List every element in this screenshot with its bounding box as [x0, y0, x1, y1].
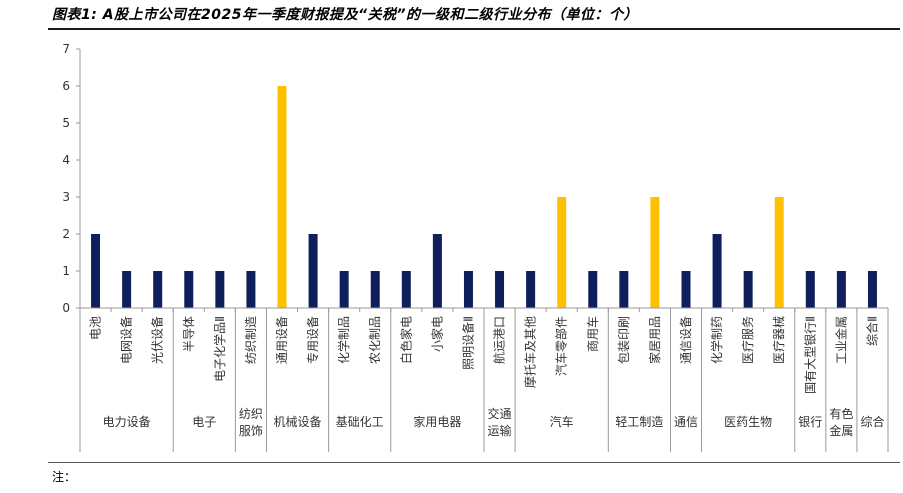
- x-category-label: 汽车零部件: [554, 316, 569, 376]
- bar: [401, 271, 411, 308]
- bar: [681, 271, 691, 308]
- x-category-label: 工业金属: [833, 316, 848, 364]
- x-group-label: 综合: [860, 414, 884, 429]
- x-category-label: 白色家电: [398, 316, 413, 364]
- x-category-label: 医疗服务: [740, 316, 755, 364]
- y-tick-label: 6: [62, 79, 70, 93]
- x-category-label: 化学制品: [336, 316, 351, 364]
- x-category-label: 医疗器械: [771, 316, 786, 364]
- x-group-label: 轻工制造: [615, 415, 663, 429]
- x-category-label: 家居用品: [647, 316, 662, 364]
- bar: [588, 271, 598, 308]
- bar: [774, 197, 784, 308]
- x-group-label: 纺织服饰: [239, 407, 263, 438]
- bars: [91, 86, 877, 308]
- x-category-label: 航运港口: [492, 316, 507, 364]
- bar: [495, 271, 505, 308]
- x-category-label: 包装印刷: [617, 316, 631, 364]
- x-group-label: 家用电器: [413, 414, 461, 429]
- bar: [246, 271, 256, 308]
- bar: [650, 197, 660, 308]
- x-category-label: 光伏设备: [151, 316, 165, 364]
- bar: [215, 271, 225, 308]
- title-divider: [48, 28, 900, 30]
- y-tick-label: 3: [62, 190, 70, 204]
- x-group-label: 交通运输: [488, 406, 512, 438]
- x-category-label: 通用设备: [275, 316, 289, 364]
- bar: [867, 271, 877, 308]
- bar: [370, 271, 380, 308]
- x-group-label: 机械设备: [274, 414, 322, 429]
- footer-divider: [48, 462, 900, 463]
- x-category-label: 专用设备: [305, 316, 320, 364]
- bar: [526, 271, 536, 308]
- x-category-label: 照明设备Ⅱ: [461, 316, 475, 370]
- x-category-label: 小家电: [429, 316, 444, 352]
- bar: [619, 271, 629, 308]
- x-group-label: 银行: [798, 415, 822, 429]
- y-tick-label: 7: [62, 42, 70, 56]
- y-tick-label: 5: [62, 116, 70, 130]
- y-tick-label: 4: [62, 153, 70, 167]
- x-category-label: 电池: [89, 316, 103, 340]
- x-category-label: 化学制药: [709, 316, 724, 364]
- x-category-label: 半导体: [182, 316, 196, 352]
- y-axis: 0 1 2 3 4 5 6 7: [62, 42, 81, 315]
- x-category-label: 纺织制造: [244, 316, 258, 364]
- x-group-label: 通信: [674, 415, 698, 429]
- y-tick-label: 1: [62, 264, 70, 278]
- x-group-label: 有色金属: [829, 407, 853, 438]
- note: 注：: [52, 470, 77, 484]
- bar: [805, 271, 815, 308]
- x-category-label: 电子化学品Ⅱ: [212, 316, 227, 382]
- bar: [339, 271, 349, 308]
- y-tick-label: 0: [62, 301, 70, 315]
- x-category-label: 综合Ⅱ: [864, 316, 879, 346]
- bar: [463, 271, 473, 308]
- bar: [432, 234, 442, 308]
- bar: [91, 234, 101, 308]
- bar: [184, 271, 194, 308]
- x-category-label: 电网设备: [120, 316, 134, 364]
- bar: [836, 271, 846, 308]
- bar: [712, 234, 722, 308]
- category-labels: 电池 电网设备 光伏设备 半导体 电子化学品Ⅱ 纺织制造 通用设备 专用设备 化学制品 农化制品 白…: [89, 316, 880, 394]
- bar: [122, 271, 132, 308]
- x-category-label: 商用车: [585, 316, 600, 352]
- x-category-label: 摩托车及其他: [523, 316, 538, 388]
- x-category-label: 通信设备: [679, 316, 693, 364]
- x-category-label: 农化制品: [368, 316, 382, 364]
- bar: [743, 271, 753, 308]
- x-axis: [79, 307, 889, 452]
- bar: [308, 234, 318, 308]
- x-group-label: 医药生物: [724, 415, 772, 429]
- chart-title: 图表1: A股上市公司在2025年一季度财报提及“关税”的一级和二级行业分布（单…: [52, 7, 639, 23]
- x-group-label: 电力设备: [103, 415, 151, 429]
- bar: [153, 271, 163, 308]
- y-tick-label: 2: [62, 227, 70, 241]
- bar: [557, 197, 567, 308]
- x-group-label: 基础化工: [336, 415, 384, 429]
- x-group-label: 汽车: [550, 414, 574, 429]
- bar: [277, 86, 287, 308]
- x-category-label: 国有大型银行Ⅱ: [803, 316, 817, 394]
- x-group-label: 电子: [192, 415, 216, 429]
